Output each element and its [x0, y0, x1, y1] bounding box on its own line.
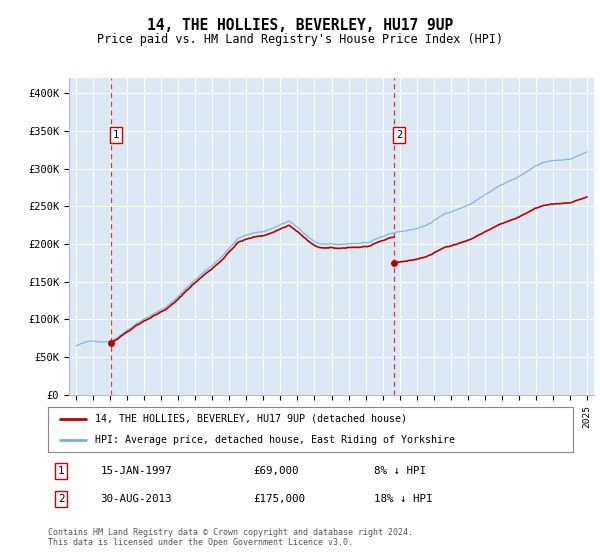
Text: 1: 1	[58, 466, 64, 476]
Text: Contains HM Land Registry data © Crown copyright and database right 2024.
This d: Contains HM Land Registry data © Crown c…	[48, 528, 413, 547]
Text: 2: 2	[396, 130, 402, 140]
Text: HPI: Average price, detached house, East Riding of Yorkshire: HPI: Average price, detached house, East…	[95, 435, 455, 445]
Text: 15-JAN-1997: 15-JAN-1997	[101, 466, 172, 476]
Text: 14, THE HOLLIES, BEVERLEY, HU17 9UP: 14, THE HOLLIES, BEVERLEY, HU17 9UP	[147, 18, 453, 34]
Text: £175,000: £175,000	[253, 494, 305, 503]
Text: £69,000: £69,000	[253, 466, 298, 476]
Text: 2: 2	[58, 494, 64, 503]
Text: 14, THE HOLLIES, BEVERLEY, HU17 9UP (detached house): 14, THE HOLLIES, BEVERLEY, HU17 9UP (det…	[95, 414, 407, 424]
Text: 18% ↓ HPI: 18% ↓ HPI	[373, 494, 432, 503]
Text: 30-AUG-2013: 30-AUG-2013	[101, 494, 172, 503]
Text: 8% ↓ HPI: 8% ↓ HPI	[373, 466, 425, 476]
Text: 1: 1	[113, 130, 119, 140]
Text: Price paid vs. HM Land Registry's House Price Index (HPI): Price paid vs. HM Land Registry's House …	[97, 33, 503, 46]
